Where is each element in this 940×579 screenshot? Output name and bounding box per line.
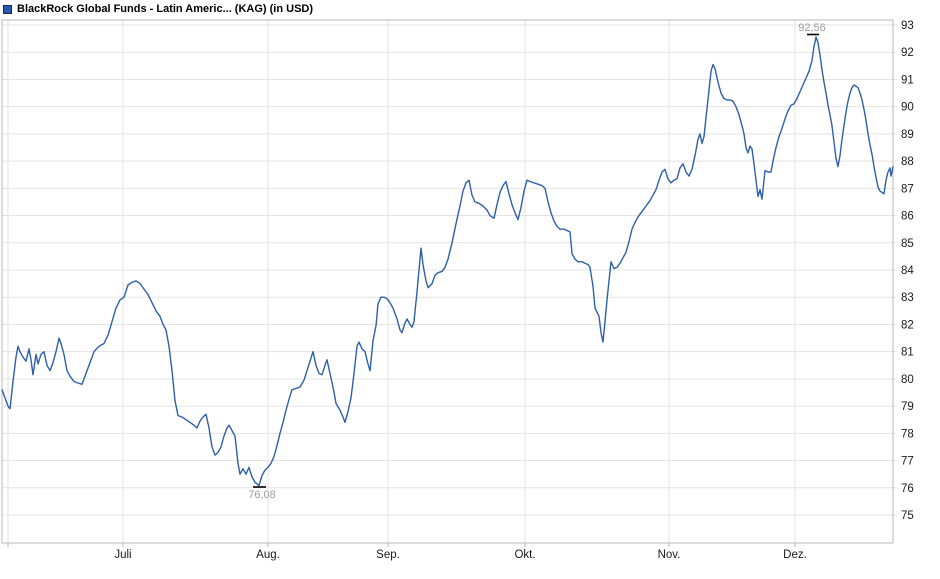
y-axis-tick-label: 87 <box>901 183 914 195</box>
y-axis-tick-label: 79 <box>901 401 914 413</box>
y-axis-tick-label: 80 <box>901 374 914 386</box>
price-line <box>1 36 894 487</box>
x-axis-month-label: Sep. <box>376 549 400 561</box>
y-axis-tick-label: 93 <box>901 20 914 32</box>
y-axis-tick-label: 78 <box>901 428 914 440</box>
x-axis-month-label: Okt. <box>514 549 535 561</box>
x-axis-month-label: Aug. <box>256 549 280 561</box>
x-axis-month-label: Dez. <box>783 549 807 561</box>
max-value-label: 92,56 <box>798 22 826 34</box>
y-axis-tick-label: 77 <box>901 456 914 468</box>
y-axis-tick-label: 83 <box>901 292 914 304</box>
y-axis-tick-label: 91 <box>901 74 914 86</box>
y-axis-tick-label: 90 <box>901 102 914 114</box>
y-axis-tick-label: 81 <box>901 347 914 359</box>
x-axis-month-label: Nov. <box>658 549 681 561</box>
y-axis-tick-label: 82 <box>901 319 914 331</box>
y-axis-tick-label: 88 <box>901 156 914 168</box>
y-axis-tick-label: 89 <box>901 129 914 141</box>
chart-title: BlackRock Global Funds - Latin Americ...… <box>17 3 314 15</box>
series-legend-swatch <box>3 4 12 14</box>
chart-header: BlackRock Global Funds - Latin Americ...… <box>3 2 313 16</box>
y-axis-tick-label: 85 <box>901 238 914 250</box>
x-axis-month-label: Juli <box>114 549 131 561</box>
min-value-label: 76,08 <box>248 489 276 501</box>
y-axis-tick-label: 76 <box>901 483 914 495</box>
y-axis-tick-label: 86 <box>901 211 914 223</box>
y-axis-tick-label: 84 <box>901 265 914 277</box>
y-axis-tick-label: 92 <box>901 47 914 59</box>
plot-border <box>1 19 894 544</box>
y-axis-tick-label: 75 <box>901 510 914 522</box>
